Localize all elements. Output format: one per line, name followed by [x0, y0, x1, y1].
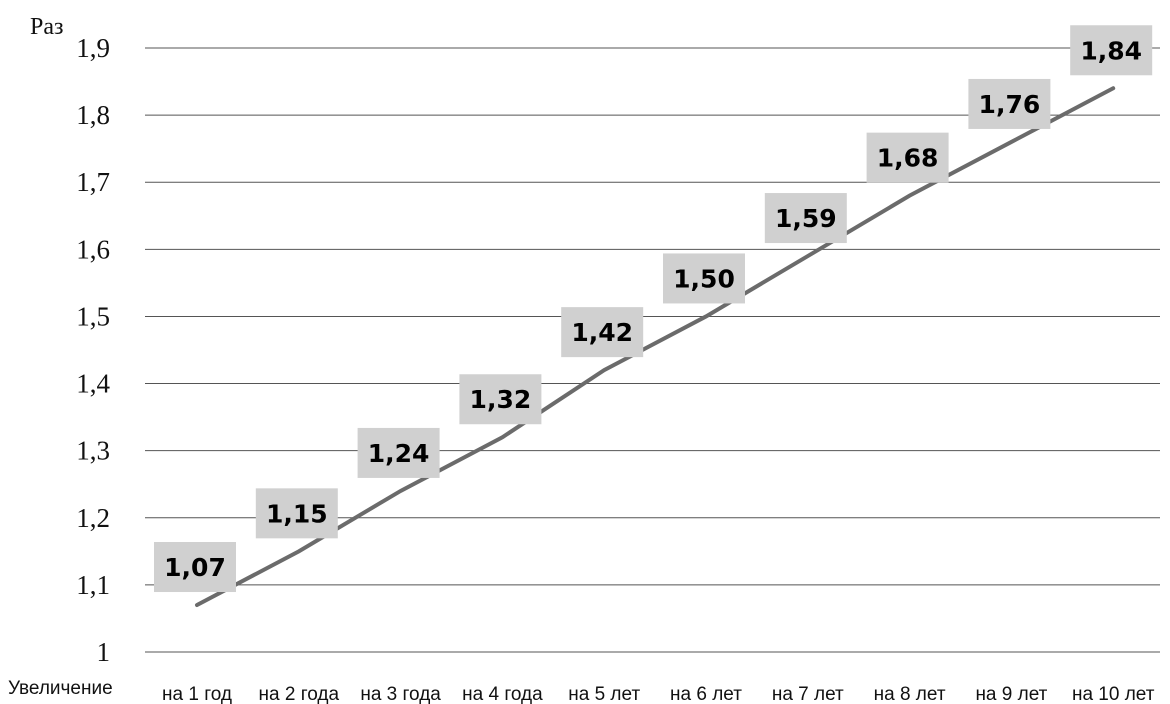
- data-label: 1,59: [764, 193, 847, 244]
- x-tick-label: на 3 года: [360, 684, 441, 704]
- data-label: 1,50: [663, 253, 745, 304]
- data-label-text: 1,84: [1080, 36, 1142, 65]
- data-label: 1,07: [154, 542, 236, 593]
- y-tick-label: 1,4: [76, 369, 110, 399]
- data-label-box: [663, 253, 745, 304]
- data-label-box: [968, 78, 1051, 129]
- y-tick-label: 1,3: [76, 436, 110, 466]
- x-tick-label: на 7 лет: [772, 684, 844, 704]
- data-label: 1,32: [459, 374, 542, 425]
- x-tick-label: на 9 лет: [975, 684, 1047, 704]
- y-axis-ticks: 1 1,1 1,2 1,3 1,4 1,5 1,6 1,7 1,8 1,9: [76, 33, 110, 667]
- data-label-text: 1,15: [266, 499, 328, 528]
- y-tick-label: 1,5: [76, 301, 110, 331]
- series-line: [195, 86, 1116, 608]
- data-label-box: [459, 374, 542, 425]
- y-axis-title: Раз: [30, 14, 63, 40]
- data-label-text: 1,59: [775, 204, 837, 233]
- data-label-text: 1,42: [571, 318, 633, 347]
- data-label-text: 1,07: [164, 553, 226, 582]
- data-label-box: [1070, 25, 1153, 76]
- x-tick-label: на 10 лет: [1072, 684, 1155, 704]
- data-label-box: [255, 488, 338, 539]
- x-tick-label: на 2 года: [259, 684, 340, 704]
- x-tick-label: на 6 лет: [670, 684, 742, 704]
- data-label-box: [764, 193, 847, 244]
- gridlines: [145, 47, 1160, 653]
- data-label-box: [357, 427, 440, 478]
- data-label: 1,42: [561, 307, 644, 358]
- y-tick-label: 1,8: [76, 100, 110, 130]
- data-labels: 1,07 1,15 1,24 1,32 1,42 1,50 1,59 1,68 1,76 1,84: [154, 25, 1153, 593]
- y-tick-label: 1: [97, 637, 111, 667]
- y-tick-label: 1,6: [76, 234, 110, 264]
- x-tick-label: на 1 год: [162, 684, 232, 704]
- data-label-text: 1,24: [368, 439, 430, 468]
- x-tick-label: на 5 лет: [568, 684, 640, 704]
- data-label-box: [154, 542, 236, 593]
- x-axis-title: Увеличение: [8, 678, 113, 699]
- y-tick-label: 1,9: [76, 33, 110, 63]
- data-label-text: 1,32: [470, 385, 532, 414]
- data-label-text: 1,68: [877, 144, 939, 173]
- data-label: 1,68: [866, 132, 949, 183]
- data-label: 1,24: [357, 427, 440, 478]
- data-label-box: [866, 132, 949, 183]
- y-tick-label: 1,2: [76, 503, 110, 533]
- data-label-text: 1,50: [673, 264, 735, 293]
- x-tick-label: на 4 года: [462, 684, 543, 704]
- data-label: 1,76: [968, 78, 1051, 129]
- x-tick-label: на 8 лет: [874, 684, 946, 704]
- x-axis-ticks: на 1 год на 2 года на 3 года на 4 года на 5 …: [162, 684, 1155, 704]
- data-label: 1,15: [255, 488, 338, 539]
- data-label: 1,84: [1070, 25, 1153, 76]
- data-label-text: 1,76: [979, 90, 1041, 119]
- y-tick-label: 1,7: [76, 167, 110, 197]
- y-tick-label: 1,1: [76, 570, 110, 600]
- data-label-box: [561, 307, 644, 358]
